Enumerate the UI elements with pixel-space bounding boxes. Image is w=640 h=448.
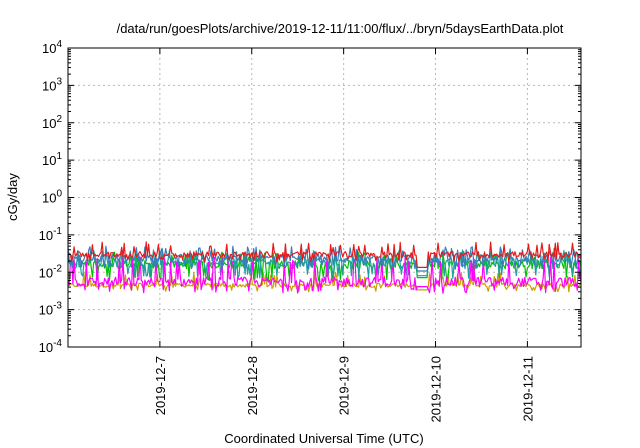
chart-title: /data/run/goesPlots/archive/2019-12-11/1… [117,21,564,36]
y-tick-label: 10-2 [39,263,63,280]
y-axis-label: cGy/day [5,173,20,221]
y-tick-label: 10-4 [39,338,63,355]
x-axis: 2019-12-7 2019-12-8 2019-12-9 2019-12-10 201… [153,48,535,423]
x-tick-label: 2019-12-11 [520,356,535,422]
y-tick-label: 100 [42,189,62,206]
y-tick-label: 103 [42,76,62,93]
y-tick-label: 102 [42,114,62,131]
series-line [67,271,582,293]
y-tick-label: 10-3 [39,301,63,318]
series-line [67,241,582,268]
series-line [67,256,582,294]
x-tick-label: 2019-12-10 [429,356,444,423]
x-tick-label: 2019-12-9 [337,356,352,415]
y-tick-label: 104 [42,39,62,56]
y-axis: 10-4 10-3 10-2 10-1 100 101 102 103 104 [39,39,581,355]
y-tick-label: 101 [42,151,62,168]
series-line [67,249,582,280]
x-tick-label: 2019-12-8 [245,356,260,415]
x-axis-label: Coordinated Universal Time (UTC) [224,431,423,446]
series-layer [67,241,582,294]
y-tick-label: 10-1 [39,226,63,243]
grid-lines [68,48,581,347]
x-tick-label: 2019-12-7 [153,356,168,415]
series-line [67,245,582,272]
